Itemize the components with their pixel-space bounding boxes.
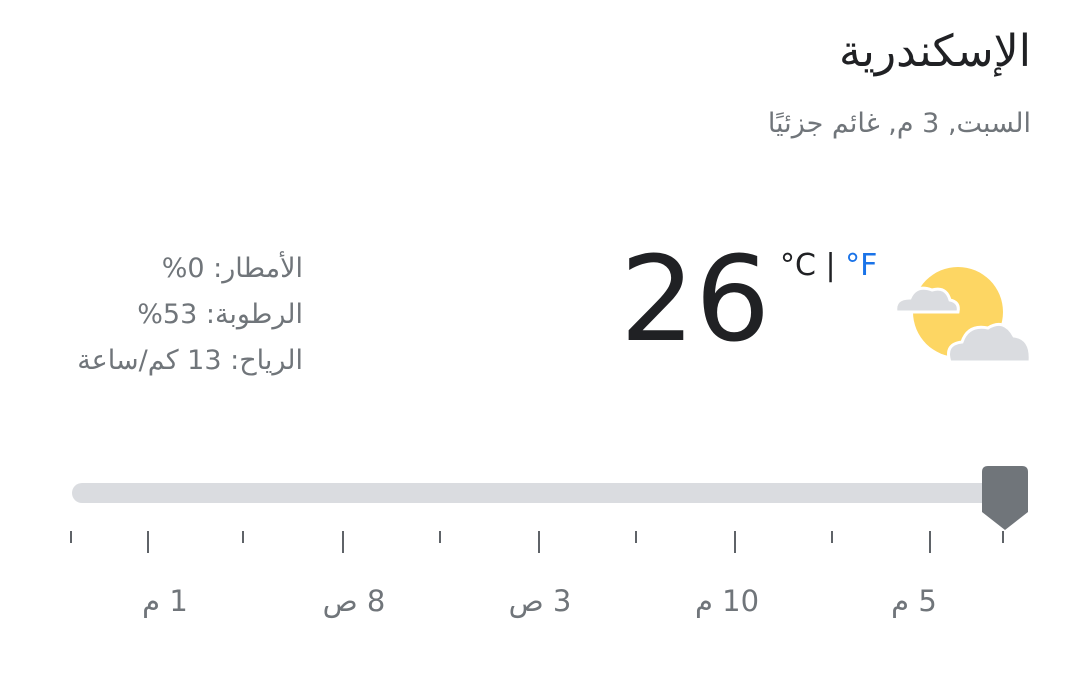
city-name: الإسكندرية — [839, 26, 1031, 77]
time-slider-track[interactable] — [72, 483, 1012, 503]
wind: الرياح: 13 كم/ساعة — [77, 345, 303, 376]
humidity: الرطوبة: 53% — [137, 299, 303, 330]
tick — [831, 531, 833, 543]
fahrenheit-button[interactable]: °F — [845, 248, 878, 283]
time-label: 5 م — [891, 584, 937, 618]
tick — [929, 531, 931, 553]
partly-cloudy-icon — [888, 262, 1033, 367]
tick — [242, 531, 244, 543]
unit-separator: | — [825, 248, 836, 283]
tick — [734, 531, 736, 553]
time-label: 1 م — [142, 584, 188, 618]
weather-details: الأمطار: 0% الرطوبة: 53% الرياح: 13 كم/س… — [77, 246, 303, 384]
tick — [439, 531, 441, 543]
temperature-value: 26 — [620, 230, 771, 368]
tick — [635, 531, 637, 543]
tick — [70, 531, 72, 543]
unit-toggle: °C | °F — [780, 248, 877, 283]
time-label: 8 ص — [322, 584, 386, 618]
precipitation: الأمطار: 0% — [161, 253, 303, 284]
tick — [1002, 531, 1004, 543]
time-slider-thumb[interactable] — [980, 466, 1030, 536]
time-label: 3 ص — [508, 584, 572, 618]
tick — [538, 531, 540, 553]
tick — [147, 531, 149, 553]
celsius-button[interactable]: °C — [780, 248, 816, 283]
time-label: 10 م — [694, 584, 760, 618]
day-time-condition: السبت, 3 م, غائم جزئيًا — [767, 108, 1031, 139]
tick — [342, 531, 344, 553]
